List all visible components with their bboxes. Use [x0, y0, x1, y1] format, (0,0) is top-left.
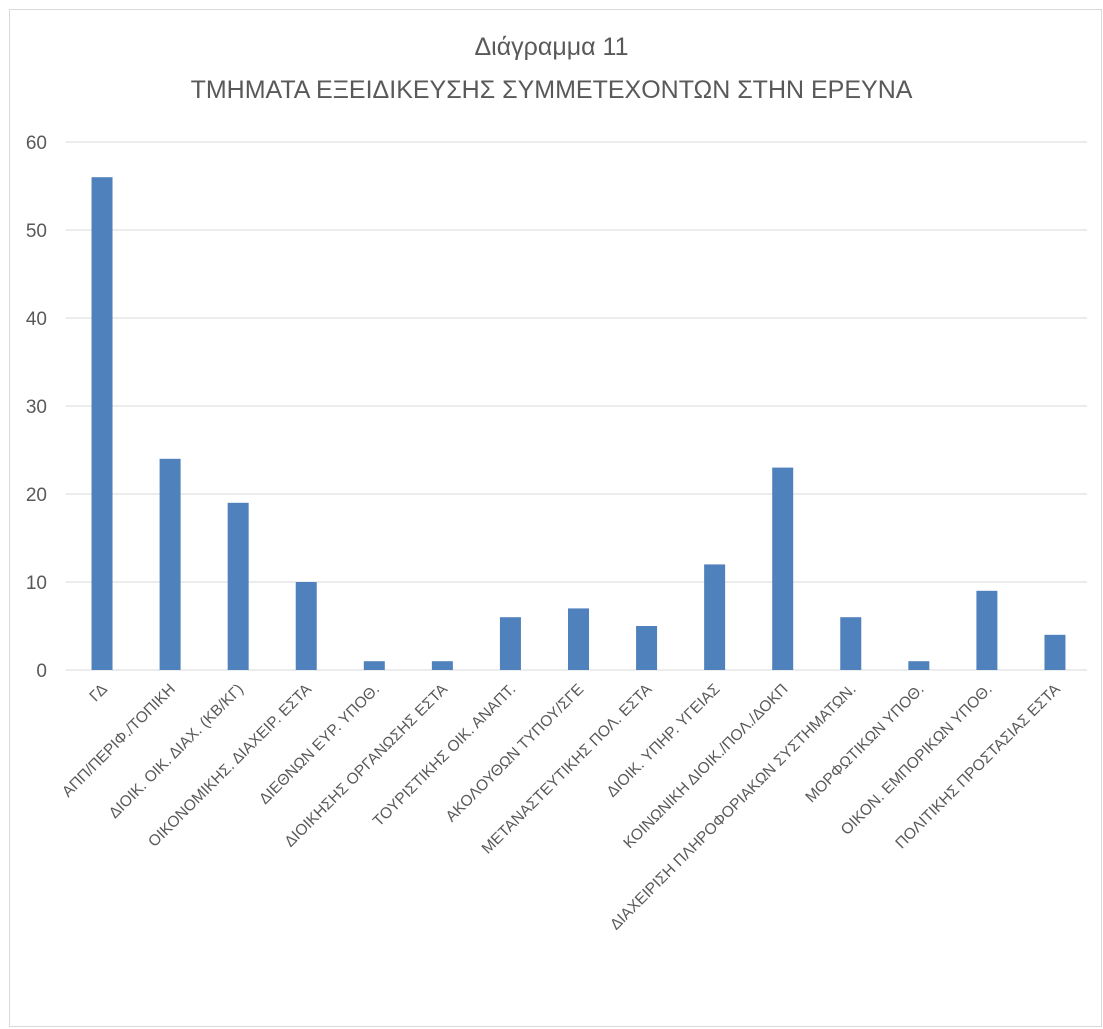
x-tick-label: ΜΟΡΦΩΤΙΚΩΝ ΥΠΟΘ.: [802, 681, 927, 806]
bar: [636, 626, 658, 670]
bar: [840, 617, 862, 670]
y-tick-label: 20: [26, 485, 47, 506]
bar: [908, 661, 930, 670]
x-tick-label: ΑΠΠ/ΠΕΡΙΦ./ΤΟΠΙΚΗ: [59, 681, 179, 801]
x-tick-label: ΔΙΟΙΚ. ΥΠΗΡ. ΥΓΕΙΑΣ: [604, 681, 724, 801]
bar: [363, 661, 385, 670]
bar: [499, 617, 521, 670]
bar: [772, 467, 794, 670]
y-tick-label: 40: [26, 309, 47, 330]
x-tick-label: ΔΙΟΙΚ. ΟΙΚ. ΔΙΑΧ. (ΚΒ/ΚΓ): [106, 681, 247, 822]
bar: [976, 590, 998, 670]
bar: [568, 608, 589, 670]
y-tick-label: 30: [26, 397, 47, 418]
y-tick-label: 50: [26, 221, 47, 242]
bar: [295, 582, 317, 670]
x-tick-label: ΤΟΥΡΙΣΤΙΚΗΣ ΟΙΚ. ΑΝΑΠΤ.: [370, 681, 519, 830]
x-tick-label: ΓΔ: [86, 681, 110, 705]
y-tick-label: 60: [26, 133, 47, 154]
chart-subtitle: ΤΜΗΜΑΤΑ ΕΞΕΙΔΙΚΕΥΣΗΣ ΣΥΜΜΕΤΕΧΟΝΤΩΝ ΣΤΗΝ …: [190, 76, 913, 104]
bar: [431, 661, 453, 670]
chart-title: Διάγραμμα 11: [474, 33, 629, 61]
y-tick-label: 10: [26, 573, 47, 594]
bar: [704, 564, 726, 670]
x-tick-label: ΔΙΑΧΕΙΡΙΣΗ ΠΛΗΡΟΦΟΡΙΑΚΩΝ ΣΥΣΤΗΜΑΤΩΝ.: [607, 681, 860, 934]
x-tick-label: ΔΙΕΘΝΩΝ ΕΥΡ. ΥΠΟΘ.: [256, 681, 383, 808]
y-tick-label: 0: [36, 661, 47, 682]
bar: [159, 458, 181, 670]
chart-area: [9, 9, 1102, 1027]
bar: [1044, 634, 1066, 670]
bar: [91, 177, 113, 670]
bar: [227, 502, 249, 670]
x-tick-label: ΑΚΟΛΟΥΘΩΝ ΤΥΠΟΥ/ΣΓΕ: [443, 681, 588, 826]
